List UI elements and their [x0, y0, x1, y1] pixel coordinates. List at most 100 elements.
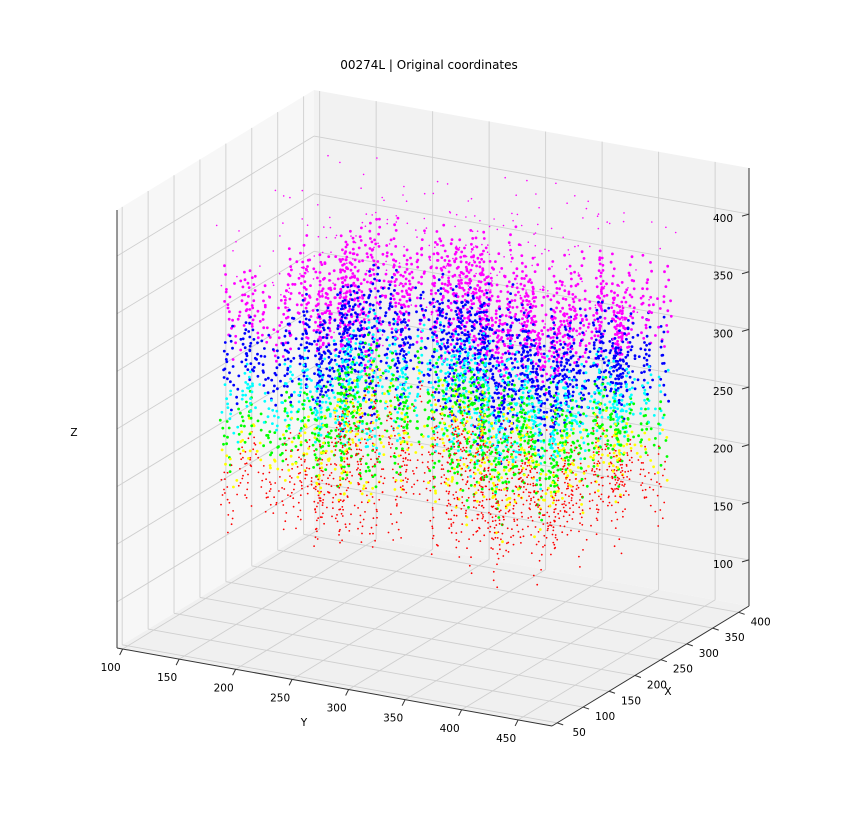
scatter-point: [279, 379, 282, 383]
scatter-point: [395, 221, 398, 223]
scatter-point: [230, 523, 233, 526]
grid-line-z-left-wall: [313, 135, 750, 215]
scatter-point: [355, 382, 359, 385]
scatter-point: [548, 349, 551, 353]
scatter-point: [339, 499, 342, 501]
scatter-point: [361, 415, 364, 418]
scatter-point: [342, 452, 346, 456]
scatter-point: [318, 271, 322, 274]
scatter-point: [389, 455, 392, 458]
scatter-point: [315, 419, 319, 422]
scatter-point: [265, 434, 268, 437]
scatter-point: [620, 459, 624, 463]
scatter-point: [287, 291, 290, 294]
scatter-point: [343, 262, 346, 266]
scatter-point: [438, 421, 442, 425]
scatter-point: [447, 351, 451, 355]
scatter-point: [476, 230, 479, 232]
scatter-point: [263, 399, 267, 403]
scatter-point: [554, 494, 557, 497]
scatter-point: [310, 411, 314, 415]
scatter-point: [496, 407, 500, 410]
scatter-point: [581, 511, 585, 515]
scatter-point: [621, 306, 625, 310]
scatter-point: [400, 411, 404, 415]
scatter-point: [336, 277, 340, 281]
scatter-point: [495, 329, 499, 332]
scatter-point: [450, 518, 452, 521]
scatter-point: [315, 398, 319, 402]
scatter-point: [519, 282, 523, 286]
scatter-point: [443, 282, 447, 286]
scatter-point: [565, 268, 568, 270]
scatter-point: [262, 299, 265, 303]
scatter-point: [468, 449, 472, 453]
scatter-point: [285, 449, 287, 452]
scatter-point: [457, 282, 461, 286]
scatter-point: [278, 437, 282, 441]
scatter-point: [555, 499, 558, 502]
scatter-point: [482, 456, 485, 459]
scatter-point: [543, 461, 547, 464]
scatter-point: [315, 298, 319, 301]
scatter-point: [404, 373, 407, 376]
scatter-point: [530, 439, 533, 442]
scatter-point: [578, 332, 581, 336]
scatter-point: [558, 517, 561, 520]
scatter-point: [547, 527, 549, 530]
scatter-point: [290, 440, 294, 444]
scatter-point: [618, 443, 621, 447]
scatter-point: [480, 491, 483, 494]
scatter-point: [269, 466, 272, 470]
scatter-point: [343, 323, 346, 327]
scatter-point: [550, 419, 554, 422]
scatter-point: [581, 495, 583, 498]
scatter-point: [498, 519, 501, 521]
scatter-point: [429, 489, 432, 492]
scatter-point: [558, 348, 561, 351]
scatter-point: [403, 245, 405, 248]
scatter-point: [292, 497, 295, 500]
scatter-point: [581, 384, 584, 388]
scatter-point: [551, 481, 554, 484]
scatter-point: [542, 410, 546, 414]
scatter-point: [556, 451, 560, 455]
scatter-point: [359, 490, 362, 493]
scatter-point: [385, 269, 388, 272]
scatter-point: [510, 536, 512, 538]
scatter-point: [357, 452, 360, 455]
scatter-point: [325, 292, 329, 296]
scatter-point: [397, 463, 400, 465]
scatter-point: [476, 468, 480, 472]
scatter-point: [227, 514, 230, 516]
scatter-point: [468, 412, 471, 416]
scatter-point: [236, 425, 240, 429]
scatter-point: [338, 534, 340, 536]
scatter-point: [505, 438, 509, 442]
scatter-point: [383, 392, 386, 395]
scatter-point: [490, 284, 494, 287]
scatter-point: [293, 483, 296, 486]
scatter-point: [476, 343, 480, 347]
scatter-point: [592, 341, 596, 344]
scatter-point: [518, 493, 520, 496]
scatter-point: [550, 524, 553, 527]
scatter-point: [237, 484, 240, 487]
scatter-point: [350, 513, 352, 516]
scatter-point: [218, 418, 222, 422]
scatter-point: [308, 405, 312, 409]
scatter-point: [527, 310, 531, 314]
scatter-point: [331, 501, 334, 504]
scatter-point: [318, 474, 321, 477]
scatter-point: [221, 426, 225, 430]
scatter-point: [618, 477, 620, 480]
scatter-point: [346, 262, 348, 265]
scatter-point: [336, 484, 338, 487]
scatter-point: [543, 449, 547, 453]
scatter-point: [301, 320, 305, 324]
scatter-point: [600, 320, 603, 324]
scatter-point: [508, 496, 512, 500]
scatter-point: [241, 393, 245, 397]
scatter-point: [565, 368, 569, 372]
scatter-point: [242, 324, 246, 327]
